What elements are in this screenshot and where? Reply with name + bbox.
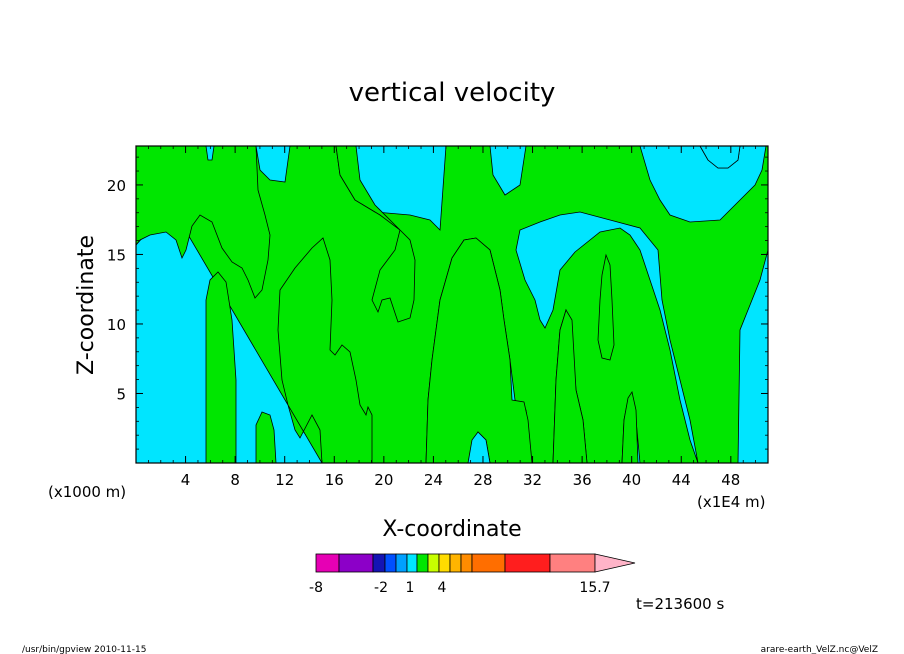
y-tick-label: 5 — [116, 385, 126, 403]
colorbar-segment — [504, 553, 551, 573]
footer-left: /usr/bin/gpview 2010-11-15 — [22, 645, 146, 654]
colorbar-segment — [384, 553, 397, 573]
green-region-3 — [135, 145, 271, 299]
colorbar-segment — [471, 553, 506, 573]
colorbar-segment — [449, 553, 462, 573]
green-region-8 — [552, 309, 588, 464]
x-unit-label: (x1000 m) — [48, 483, 126, 501]
time-label: t=213600 s — [636, 595, 724, 613]
x-tick-label: 20 — [374, 471, 393, 489]
x-tick-label: 4 — [181, 471, 191, 489]
x-tick-label: 24 — [424, 471, 443, 489]
x-tick-label: 40 — [622, 471, 641, 489]
colorbar: -8 -2 1 4 15.7 — [309, 553, 636, 596]
plot-frame — [135, 145, 769, 464]
colorbar-label: -2 — [374, 580, 388, 596]
colorbar-segment — [406, 553, 418, 573]
colorbar-segment — [460, 553, 473, 573]
x-tick-label: 16 — [325, 471, 344, 489]
x-tick-label: 12 — [275, 471, 294, 489]
colorbar-segment — [372, 553, 386, 573]
colorbar-segment — [416, 553, 429, 573]
y-axis: 5 10 15 20 — [107, 156, 768, 450]
colorbar-arrow — [594, 553, 636, 573]
x-axis-label: X-coordinate — [382, 517, 521, 542]
y-tick-label: 15 — [107, 246, 126, 264]
y-tick-label: 10 — [107, 316, 126, 334]
y-tick-label: 20 — [107, 177, 126, 195]
y-axis-label: Z-coordinate — [74, 235, 99, 375]
x-tick-label: 32 — [523, 471, 542, 489]
x-scale-label: (x1E4 m) — [697, 493, 766, 511]
colorbar-segment — [438, 553, 451, 573]
x-tick-label: 36 — [573, 471, 592, 489]
colorbar-label: 4 — [438, 580, 447, 596]
green-region-4 — [335, 145, 416, 323]
colorbar-segment — [549, 553, 596, 573]
x-tick-label: 8 — [230, 471, 240, 489]
x-tick-label: 28 — [473, 471, 492, 489]
chart-title: vertical velocity — [349, 78, 556, 108]
colorbar-label: -8 — [309, 580, 323, 596]
colorbar-label: 15.7 — [579, 580, 610, 596]
colorbar-segment — [395, 553, 408, 573]
colorbar-segment — [338, 553, 374, 573]
colorbar-label: 1 — [406, 580, 415, 596]
green-region-5 — [205, 271, 237, 464]
x-tick-label: 48 — [721, 471, 740, 489]
colorbar-segment — [315, 553, 340, 573]
x-axis: 4 8 12 16 20 24 28 32 36 40 44 48 — [147, 146, 757, 489]
x-tick-label: 44 — [672, 471, 691, 489]
colorbar-segment — [427, 553, 440, 573]
green-region-1 — [135, 145, 769, 464]
green-region-9 — [597, 253, 615, 361]
footer-right: arare-earth_VelZ.nc@VelZ — [761, 645, 878, 654]
